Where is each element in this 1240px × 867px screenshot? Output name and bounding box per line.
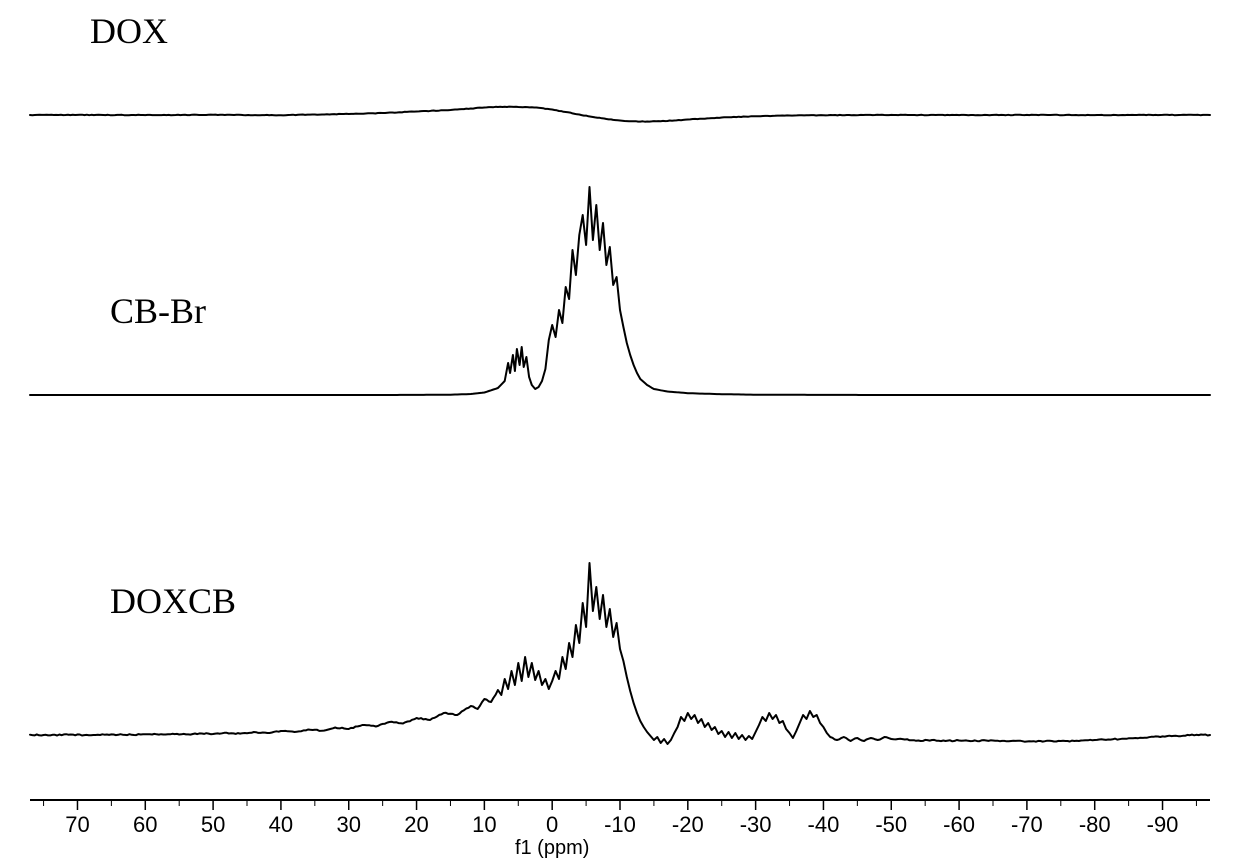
svg-text:0: 0 [546,812,558,837]
svg-text:-40: -40 [808,812,840,837]
series-label-dox: DOX [90,10,168,52]
svg-text:20: 20 [404,812,428,837]
svg-text:50: 50 [201,812,225,837]
nmr-stacked-spectra: 70 60 50 40 30 20 10 0 -10 -20 -30 -40 -50 -60 -70 -80 -… [0,0,1240,867]
plot-svg: 70 60 50 40 30 20 10 0 -10 -20 -30 -40 -50 -60 -70 -80 -… [0,0,1240,867]
svg-text:30: 30 [336,812,360,837]
series-label-doxcb: DOXCB [110,580,236,622]
svg-text:-60: -60 [943,812,975,837]
svg-text:-50: -50 [875,812,907,837]
svg-text:10: 10 [472,812,496,837]
svg-text:-30: -30 [740,812,772,837]
svg-text:-10: -10 [604,812,636,837]
svg-text:-70: -70 [1011,812,1043,837]
svg-text:-90: -90 [1147,812,1179,837]
svg-text:60: 60 [133,812,157,837]
svg-text:-80: -80 [1079,812,1111,837]
svg-text:40: 40 [269,812,293,837]
svg-text:-20: -20 [672,812,704,837]
svg-text:70: 70 [65,812,89,837]
series-label-cbbr: CB-Br [110,290,206,332]
svg-text:f1 (ppm): f1 (ppm) [515,837,589,859]
